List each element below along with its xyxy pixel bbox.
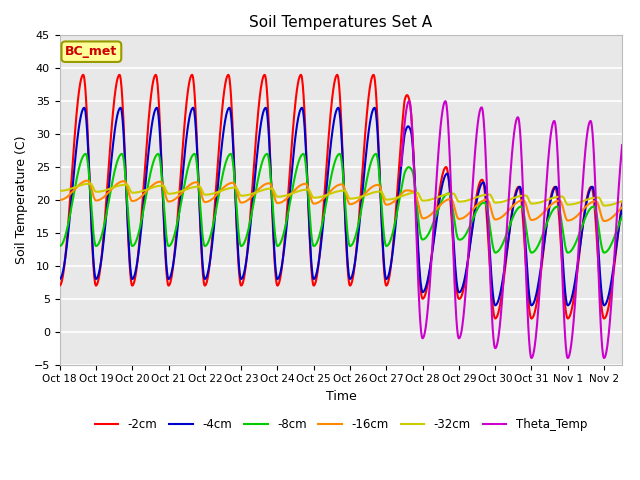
Text: BC_met: BC_met [65,45,118,58]
Legend: -2cm, -4cm, -8cm, -16cm, -32cm, Theta_Temp: -2cm, -4cm, -8cm, -16cm, -32cm, Theta_Te… [90,413,592,436]
X-axis label: Time: Time [326,390,356,403]
Y-axis label: Soil Temperature (C): Soil Temperature (C) [15,136,28,264]
Title: Soil Temperatures Set A: Soil Temperatures Set A [250,15,433,30]
